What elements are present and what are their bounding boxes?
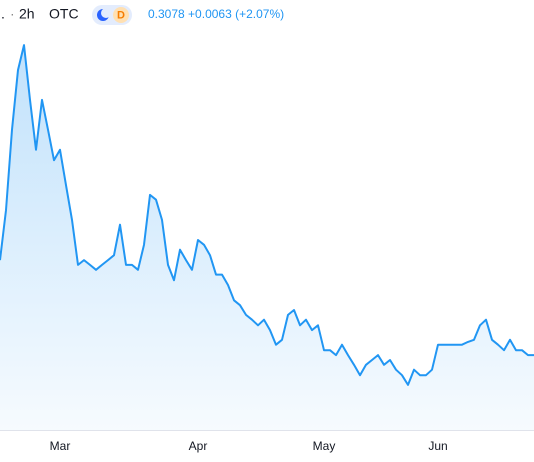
- plot-area: [0, 44, 534, 430]
- price: 0.3078: [148, 7, 185, 21]
- x-tick-label: Mar: [50, 439, 71, 453]
- badge-label: D: [117, 9, 125, 21]
- change: +0.0063: [188, 7, 232, 21]
- change-percent: (+2.07%): [235, 7, 284, 21]
- line: [0, 44, 534, 386]
- quote: 0.3078 +0.0063 (+2.07%): [148, 7, 284, 21]
- interval: 2h: [19, 6, 35, 22]
- exchange: OTC: [49, 6, 79, 22]
- x-tick-label: Apr: [189, 439, 208, 453]
- x-tick-label: Jun: [428, 439, 447, 453]
- symbol: .: [1, 6, 5, 22]
- badge-circle: [113, 7, 129, 23]
- header: . · 2h OTC: [1, 6, 79, 22]
- separator: ·: [10, 6, 15, 22]
- area: [0, 45, 534, 430]
- x-tick-label: May: [313, 439, 336, 453]
- moon-cut: [101, 8, 111, 18]
